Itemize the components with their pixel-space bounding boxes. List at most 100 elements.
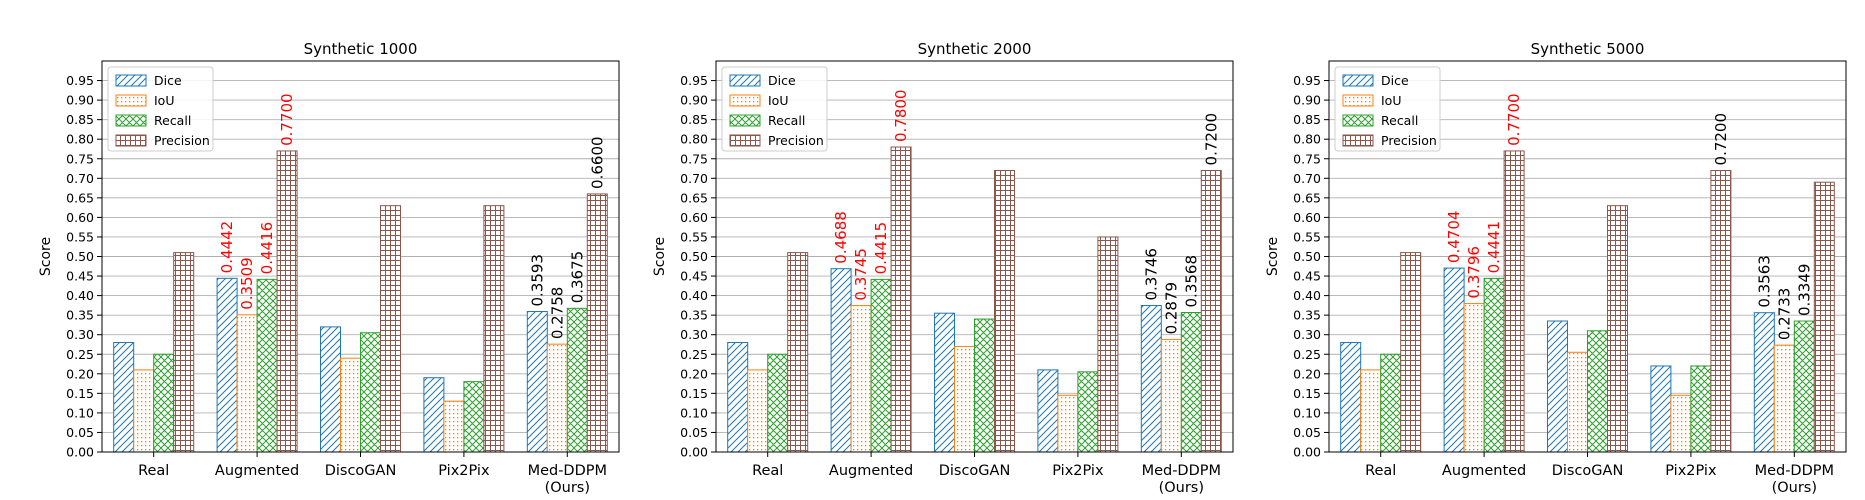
bar-recall-real bbox=[1380, 353, 1402, 453]
bar-value-label: 0.7800 bbox=[892, 90, 910, 143]
y-tick-label: 0.65 bbox=[680, 190, 708, 205]
y-tick-label: 0.60 bbox=[680, 210, 708, 225]
y-tick-label: 0.95 bbox=[66, 73, 94, 88]
bar-value-label: 0.2879 bbox=[1162, 282, 1180, 335]
chart-title: Synthetic 5000 bbox=[1531, 40, 1645, 58]
bar-iou-pix2pix bbox=[1670, 394, 1692, 453]
bar-dice-pix2pix bbox=[1650, 365, 1672, 453]
bar-value-label: 0.4704 bbox=[1445, 211, 1463, 264]
y-tick-label: 0.80 bbox=[1293, 132, 1321, 147]
y-tick-label: 0.25 bbox=[680, 347, 708, 362]
bar-value-label: 0.7700 bbox=[278, 93, 296, 146]
bar-value-label: 0.4415 bbox=[872, 222, 890, 275]
legend-label-iou: IoU bbox=[768, 93, 788, 108]
bar-precision-discogan bbox=[380, 205, 401, 453]
y-tick-label: 0.70 bbox=[66, 171, 94, 186]
bar-value-label: 0.7200 bbox=[1712, 113, 1730, 166]
x-tick-label-med-ddpm: Med-DDPM (Ours) bbox=[528, 463, 607, 496]
bar-precision-augmented bbox=[276, 150, 298, 453]
bar-iou-med-ddpm bbox=[1773, 344, 1795, 453]
bar-precision-med-ddpm bbox=[586, 193, 608, 453]
legend-label-dice: Dice bbox=[154, 73, 182, 88]
y-tick-label: 0.50 bbox=[680, 249, 708, 264]
y-tick-label: 0.00 bbox=[680, 445, 708, 460]
x-tick-label-pix2pix: Pix2Pix bbox=[1665, 463, 1717, 479]
y-tick-label: 0.50 bbox=[66, 249, 94, 264]
legend: Dice IoU Recall Precision bbox=[107, 66, 214, 152]
bar-recall-real bbox=[153, 353, 175, 453]
x-tick-label-discogan: DiscoGAN bbox=[325, 463, 397, 479]
y-tick-label: 0.70 bbox=[1293, 171, 1321, 186]
bar-dice-discogan bbox=[1547, 320, 1568, 453]
legend-box bbox=[107, 66, 214, 152]
bar-precision-real bbox=[1400, 252, 1422, 453]
chart-panel-1: Synthetic 1000 Score 0.00 0.05 0.10 0.15 0.20 0… bbox=[38, 40, 620, 496]
y-axis-label: Score bbox=[38, 237, 54, 276]
y-tick-label: 0.25 bbox=[66, 347, 94, 362]
legend-swatch-recall bbox=[729, 114, 761, 127]
y-tick-label: 0.60 bbox=[1293, 210, 1321, 225]
legend-label-recall: Recall bbox=[768, 113, 805, 128]
y-tick-label: 0.40 bbox=[680, 288, 708, 303]
y-tick-label: 0.30 bbox=[1293, 327, 1321, 342]
y-tick-label: 0.85 bbox=[66, 112, 94, 127]
y-tick-label: 0.75 bbox=[680, 151, 708, 166]
bar-value-label: 0.3745 bbox=[852, 248, 870, 301]
y-tick-label: 0.65 bbox=[66, 190, 94, 205]
bar-value-label: 0.4688 bbox=[832, 211, 850, 264]
bar-value-label: 0.3675 bbox=[568, 251, 586, 304]
y-tick-label: 0.45 bbox=[680, 269, 708, 284]
bar-dice-augmented bbox=[216, 277, 238, 453]
chart-title: Synthetic 2000 bbox=[918, 40, 1032, 58]
bar-value-label: 0.3796 bbox=[1465, 246, 1483, 299]
bar-iou-discogan bbox=[340, 357, 361, 453]
x-tick-label-real: Real bbox=[1365, 463, 1396, 479]
bar-iou-real bbox=[1360, 369, 1382, 453]
legend: Dice IoU Recall Precision bbox=[721, 66, 828, 152]
x-tick-label-augmented: Augmented bbox=[829, 463, 913, 479]
bar-dice-med-ddpm bbox=[1140, 305, 1162, 453]
legend-label-precision: Precision bbox=[1381, 133, 1437, 148]
bar-value-label: 0.3568 bbox=[1182, 255, 1200, 308]
y-tick-label: 0.00 bbox=[1293, 445, 1321, 460]
bar-dice-real bbox=[1340, 342, 1362, 453]
bar-iou-augmented bbox=[850, 305, 872, 453]
bar-iou-discogan bbox=[1567, 351, 1588, 453]
bar-precision-pix2pix bbox=[483, 205, 505, 453]
bar-iou-pix2pix bbox=[443, 400, 465, 453]
y-tick-label: 0.80 bbox=[66, 132, 94, 147]
bar-precision-augmented bbox=[890, 146, 912, 453]
bar-value-label: 0.2733 bbox=[1775, 288, 1793, 341]
bar-precision-augmented bbox=[1503, 150, 1525, 453]
y-tick-label: 0.55 bbox=[680, 229, 708, 244]
y-tick-label: 0.05 bbox=[680, 425, 708, 440]
y-tick-label: 0.10 bbox=[66, 405, 94, 420]
y-tick-label: 0.05 bbox=[1293, 425, 1321, 440]
bar-precision-real bbox=[173, 252, 195, 453]
y-tick-label: 0.45 bbox=[1293, 269, 1321, 284]
y-tick-label: 0.35 bbox=[680, 308, 708, 323]
y-tick-label: 0.95 bbox=[1293, 73, 1321, 88]
bar-value-label: 0.7700 bbox=[1505, 93, 1523, 146]
x-tick-label-real: Real bbox=[138, 463, 169, 479]
bar-value-label: 0.3593 bbox=[528, 254, 546, 307]
bar-value-label: 0.3563 bbox=[1755, 255, 1773, 308]
y-tick-label: 0.40 bbox=[66, 288, 94, 303]
y-tick-label: 0.55 bbox=[1293, 229, 1321, 244]
y-tick-label: 0.15 bbox=[66, 386, 94, 401]
bar-recall-discogan bbox=[974, 318, 995, 453]
x-tick-label-augmented: Augmented bbox=[1442, 463, 1526, 479]
bar-value-label: 0.4416 bbox=[258, 222, 276, 275]
legend-label-iou: IoU bbox=[154, 93, 174, 108]
chart-panel-3: Synthetic 5000 Score 0.00 0.05 0.10 0.15 0.20 0… bbox=[1265, 40, 1847, 496]
bar-dice-pix2pix bbox=[1037, 369, 1059, 453]
y-tick-label: 0.35 bbox=[1293, 308, 1321, 323]
legend-label-recall: Recall bbox=[1381, 113, 1418, 128]
bar-value-label: 0.6600 bbox=[588, 136, 606, 189]
bar-recall-discogan bbox=[360, 332, 381, 453]
y-tick-label: 0.90 bbox=[66, 93, 94, 108]
legend-swatch-precision bbox=[729, 134, 761, 147]
legend-swatch-dice bbox=[115, 74, 147, 87]
legend-swatch-dice bbox=[1342, 74, 1374, 87]
legend-label-recall: Recall bbox=[154, 113, 191, 128]
